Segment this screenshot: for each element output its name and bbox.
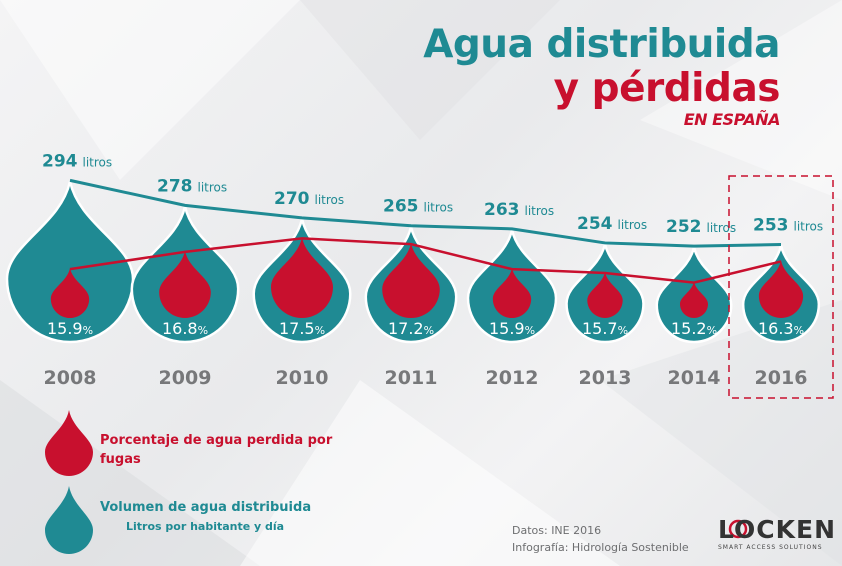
source-credit: Infografía: Hidrología Sostenible bbox=[512, 541, 689, 554]
year-label-2016: 2016 bbox=[755, 367, 808, 389]
volume-label-2011: 265 litros bbox=[383, 197, 453, 217]
logo-tagline: SMART ACCESS SOLUTIONS bbox=[718, 544, 823, 551]
loss-drop-2009 bbox=[159, 250, 211, 318]
loss-drop-2013 bbox=[587, 271, 623, 318]
volume-label-2012: 263 litros bbox=[484, 200, 554, 220]
volume-drop-2008 bbox=[5, 181, 135, 344]
loss-label-2014: 15.2% bbox=[671, 319, 717, 338]
loss-drop-2014 bbox=[680, 281, 708, 318]
year-label-2009: 2009 bbox=[159, 367, 212, 389]
year-label-2013: 2013 bbox=[579, 367, 632, 389]
legend-volume-label: Volumen de agua distribuida bbox=[100, 500, 312, 515]
volume-label-2010: 270 litros bbox=[274, 189, 344, 209]
logo-name: LOCKEN bbox=[718, 515, 837, 544]
loss-label-2013: 15.7% bbox=[582, 319, 628, 338]
logo-mark-icon bbox=[728, 519, 748, 539]
loss-label-2009: 16.8% bbox=[162, 319, 208, 338]
year-label-2012: 2012 bbox=[486, 367, 539, 389]
year-label-2011: 2011 bbox=[385, 367, 438, 389]
title-line-3: EN ESPAÑA bbox=[683, 110, 781, 129]
loss-drop-2008 bbox=[50, 268, 90, 318]
year-label-2008: 2008 bbox=[44, 367, 97, 389]
year-label-2014: 2014 bbox=[668, 367, 721, 389]
volume-label-2008: 294 litros bbox=[42, 151, 112, 171]
loss-drop-2016 bbox=[758, 260, 804, 318]
volume-label-2009: 278 litros bbox=[157, 176, 227, 196]
loss-label-2016: 16.3% bbox=[758, 319, 804, 338]
locken-logo: LOCKEN SMART ACCESS SOLUTIONS bbox=[718, 515, 837, 552]
legend-teal-drop-icon bbox=[45, 486, 93, 554]
title-line-2: y pérdidas bbox=[553, 66, 781, 111]
volume-label-2013: 254 litros bbox=[577, 214, 647, 234]
loss-label-2011: 17.2% bbox=[388, 319, 434, 338]
legend-loss-label: Porcentaje de agua perdida por fugas bbox=[100, 433, 333, 467]
volume-series-line bbox=[69, 178, 782, 248]
loss-series-line bbox=[69, 237, 782, 284]
legend-red-drop-icon bbox=[45, 410, 93, 476]
loss-label-2010: 17.5% bbox=[279, 319, 325, 338]
volume-label-2016: 253 litros bbox=[753, 216, 823, 236]
title-line-1: Agua distribuida bbox=[423, 22, 780, 67]
legend-volume-sublabel: Litros por habitante y día bbox=[126, 520, 285, 533]
source-data: Datos: INE 2016 bbox=[512, 524, 602, 537]
loss-label-2008: 15.9% bbox=[47, 319, 93, 338]
year-label-2010: 2010 bbox=[276, 367, 329, 389]
loss-label-2012: 15.9% bbox=[489, 319, 535, 338]
loss-drop-2010 bbox=[271, 237, 333, 318]
loss-drop-2011 bbox=[382, 243, 440, 318]
loss-drop-2012 bbox=[492, 268, 532, 318]
highlight-2016-box bbox=[728, 175, 834, 399]
volume-label-2014: 252 litros bbox=[666, 217, 736, 237]
